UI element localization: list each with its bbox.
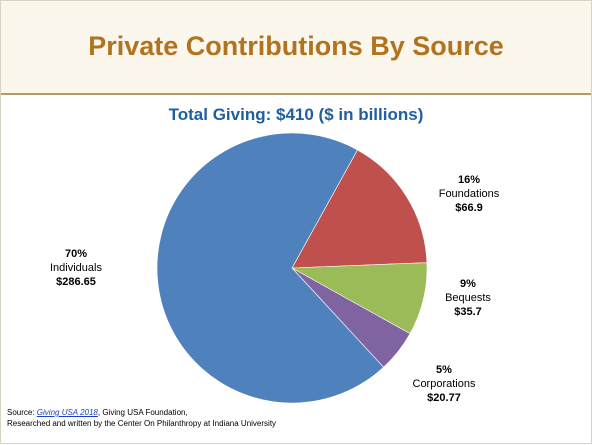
slice-value: $20.77: [427, 392, 461, 404]
slice-percent: 5%: [436, 364, 452, 376]
title-band: Private Contributions By Source: [1, 1, 591, 95]
slice-label-foundations: 16% Foundations $66.9: [429, 173, 509, 215]
source-note: Source: Giving USA 2018, Giving USA Foun…: [7, 407, 276, 429]
source-link[interactable]: Giving USA 2018: [36, 408, 98, 417]
slice-value: $286.65: [56, 276, 96, 288]
slide-title: Private Contributions By Source: [88, 31, 504, 61]
source-prefix: Source:: [7, 408, 37, 417]
slice-percent: 16%: [457, 174, 481, 186]
slice-name: Foundations: [438, 188, 500, 200]
slice-value: $66.9: [455, 202, 483, 214]
slice-name: Individuals: [50, 262, 102, 274]
slice-name: Corporations: [412, 378, 476, 390]
slice-label-corporations: 5% Corporations $20.77: [405, 363, 483, 405]
slice-percent: 9%: [460, 278, 476, 290]
slice-value: $35.7: [454, 306, 482, 318]
slice-name: Bequests: [445, 292, 491, 304]
pie-slice-individuals: [156, 132, 384, 404]
chart-title: Total Giving: $410 ($ in billions): [168, 105, 424, 124]
slice-percent: 70%: [64, 248, 88, 260]
source-suffix: , Giving USA Foundation,: [97, 408, 188, 417]
slice-label-individuals: 70% Individuals $286.65: [41, 247, 111, 289]
slice-label-bequests: 9% Bequests $35.7: [433, 277, 503, 319]
source-line-1: Source: Giving USA 2018, Giving USA Foun…: [7, 407, 276, 418]
source-line-2: Researched and written by the Center On …: [7, 419, 277, 428]
pie-slice-foundations: [291, 149, 428, 269]
